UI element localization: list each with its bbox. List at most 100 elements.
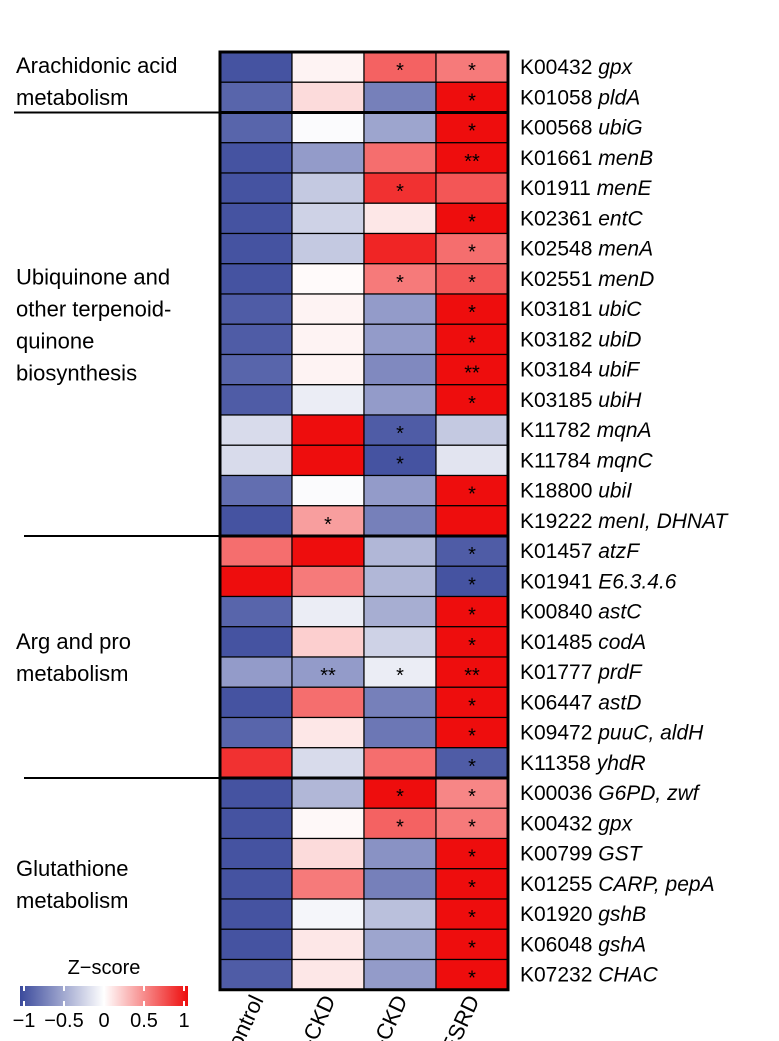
legend-tick-label: 0.5 <box>130 1010 158 1032</box>
heatmap-cell <box>291 232 365 265</box>
row-label: K01485 codA <box>520 631 646 654</box>
heatmap-cell <box>435 505 509 537</box>
significance-star: ** <box>464 151 480 173</box>
gene-name: menI, DHNAT <box>598 510 729 533</box>
heatmap-cell <box>435 263 509 295</box>
heatmap-cell <box>363 958 437 991</box>
row-label: K01777 prdF <box>520 661 643 684</box>
heatmap-cell <box>291 474 365 507</box>
significance-star: * <box>468 393 476 415</box>
heatmap-cell <box>291 807 365 840</box>
ko-id: K01255 <box>520 873 598 896</box>
ko-id: K00432 <box>520 56 598 79</box>
heatmap-cell <box>219 232 293 265</box>
gene-name: E6.3.4.6 <box>598 570 677 593</box>
significance-star: * <box>396 60 404 82</box>
group-label: other terpenoid- <box>16 296 171 321</box>
ko-id: K19222 <box>520 510 598 533</box>
row-label: K09472 puuC, aldH <box>520 722 704 745</box>
heatmap-cell <box>363 111 437 144</box>
ko-id: K11784 <box>520 449 597 472</box>
ko-id: K00568 <box>520 117 598 140</box>
column-label: ESRD <box>436 991 484 1041</box>
significance-star: * <box>468 937 476 959</box>
heatmap-cell <box>435 323 509 356</box>
gene-name: ubiI <box>598 480 632 503</box>
significance-star: * <box>396 665 404 687</box>
heatmap-cell <box>219 716 293 749</box>
significance-star: * <box>396 181 404 203</box>
heatmap-cell <box>219 142 293 174</box>
significance-stars: * ********* **************** * ****** ** *****… <box>320 60 480 990</box>
heatmap-cell <box>363 898 437 930</box>
heatmap-cell <box>363 565 437 598</box>
heatmap-cell <box>363 232 437 265</box>
heatmap-cell <box>363 172 437 204</box>
gene-name: pldA <box>597 86 640 109</box>
significance-star: * <box>468 242 476 264</box>
group-label: Arachidonic acid <box>16 53 177 78</box>
heatmap-cell <box>291 111 365 144</box>
ko-id: K11782 <box>520 419 597 442</box>
heatmap-cell <box>291 263 365 295</box>
heatmap-cell <box>219 323 293 356</box>
heatmap-cell <box>435 626 509 658</box>
heatmap-cell <box>291 837 365 870</box>
heatmap-cell <box>435 444 509 477</box>
significance-star: * <box>396 816 404 838</box>
ko-id: K03185 <box>520 389 598 412</box>
heatmap-cell <box>435 172 509 204</box>
row-label: K02361 entC <box>520 207 643 230</box>
heatmap-cell <box>435 232 509 265</box>
legend-tick-label: −1 <box>13 1010 36 1032</box>
heatmap-cell <box>219 777 293 809</box>
heatmap-cell <box>291 958 365 991</box>
group-label: metabolism <box>16 85 128 110</box>
ko-id: K07232 <box>520 964 598 987</box>
ko-id: K03181 <box>520 298 598 321</box>
heatmap-cell <box>219 202 293 235</box>
heatmap-cell <box>435 565 509 598</box>
heatmap-cell <box>435 716 509 749</box>
heatmap-cell <box>363 474 437 507</box>
row-label: K07232 CHAC <box>520 964 659 987</box>
heatmap-cell <box>291 202 365 235</box>
heatmap-cell <box>363 353 437 386</box>
heatmap-cell <box>291 444 365 477</box>
gene-name: puuC, aldH <box>597 722 704 745</box>
significance-star: * <box>468 695 476 717</box>
group-separators <box>14 111 220 779</box>
heatmap-cell <box>363 686 437 719</box>
significance-star: * <box>468 877 476 899</box>
gene-name: prdF <box>597 661 642 684</box>
group-label: quinone <box>16 328 94 353</box>
legend-color-bar <box>20 986 188 1006</box>
ko-id: K06048 <box>520 933 598 956</box>
significance-star: * <box>468 635 476 657</box>
row-label: K00432 gpx <box>520 56 634 79</box>
row-label: K01941 E6.3.4.6 <box>520 570 677 593</box>
significance-star: * <box>396 423 404 445</box>
heatmap-cell <box>363 142 437 174</box>
heatmap-cell <box>363 202 437 235</box>
row-label: K01255 CARP, pepA <box>520 873 715 896</box>
gene-name: ubiH <box>598 389 642 412</box>
heatmap-cell <box>291 686 365 719</box>
heatmap-cell <box>363 837 437 870</box>
heatmap-cell <box>363 323 437 356</box>
heatmap-cell <box>219 474 293 507</box>
ko-id: K03184 <box>520 359 598 382</box>
row-label: K06048 gshA <box>520 933 646 956</box>
heatmap-cell <box>363 928 437 961</box>
row-label: K03182 ubiD <box>520 328 641 351</box>
row-label: K00568 ubiG <box>520 117 643 140</box>
heatmap-cell <box>435 928 509 961</box>
ko-id: K01058 <box>520 86 598 109</box>
heatmap-cell <box>363 868 437 900</box>
row-label: K00840 astC <box>520 601 642 624</box>
ko-id: K01661 <box>520 147 598 170</box>
legend-tick-label: 0 <box>98 1010 109 1032</box>
row-label: K03184 ubiF <box>520 359 640 382</box>
row-label: K01911 menE <box>520 177 653 200</box>
heatmap-cell <box>435 474 509 507</box>
